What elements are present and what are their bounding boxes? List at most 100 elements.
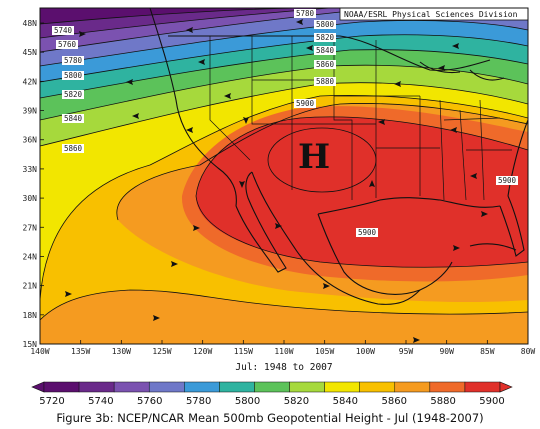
colorbar-tick-label: 5780 <box>186 396 211 407</box>
wind-arrow <box>243 117 249 124</box>
contour-label-text: 5860 <box>316 60 335 69</box>
contour-label-text: 5900 <box>296 99 315 108</box>
period-label: Jul: 1948 to 2007 <box>235 362 332 373</box>
wind-arrow <box>153 315 160 321</box>
lon-tick-label: 110W <box>274 347 293 356</box>
colorbar-tick-label: 5760 <box>137 396 162 407</box>
contour-label-text: 5860 <box>64 144 83 153</box>
wind-arrow <box>296 19 303 25</box>
wind-arrow <box>132 113 139 119</box>
political-boundaries <box>149 8 528 305</box>
wind-arrow <box>413 337 420 343</box>
contour-label-8: 5800 <box>314 20 336 29</box>
wind-arrow <box>470 173 477 179</box>
lon-tick-label: 105W <box>315 347 334 356</box>
wind-arrow <box>171 261 178 267</box>
wind-arrow <box>323 283 330 289</box>
lon-tick-label: 135W <box>71 347 90 356</box>
lon-tick-label: 80W <box>521 347 536 356</box>
colorbar-swatch <box>429 381 466 393</box>
lat-tick-label: 27N <box>23 223 38 232</box>
contour-label-4: 5820 <box>62 90 84 99</box>
contour-label-text: 5880 <box>316 77 335 86</box>
contour-label-text: 5740 <box>54 26 73 35</box>
longitude-axis: 140W 135W 130W 125W 120W 115W 110W 105W 100W 95W 9… <box>30 340 535 356</box>
contour-label-text: 5800 <box>316 20 335 29</box>
mexico-gulf-coast <box>317 213 453 295</box>
wind-arrow <box>438 65 445 71</box>
contour-label-text: 5780 <box>296 9 315 18</box>
colorbar-swatch <box>464 381 501 393</box>
contour-label-3: 5800 <box>62 71 84 80</box>
wind-arrow <box>79 31 86 37</box>
high-pressure-label: H <box>298 137 330 177</box>
wind-arrow <box>306 45 313 51</box>
wind-arrow <box>186 127 193 133</box>
wind-arrow <box>369 180 375 187</box>
contour-label-text: 5780 <box>64 56 83 65</box>
colorbar-max-arrow <box>499 381 513 393</box>
band-5900 <box>196 116 528 268</box>
lon-tick-label: 100W <box>356 347 375 356</box>
colorbar-swatch <box>219 381 255 393</box>
lon-tick-label: 85W <box>480 347 495 356</box>
lat-tick-label: 24N <box>23 252 38 261</box>
colorbar-swatch <box>148 381 185 393</box>
mexico-pacific-coast <box>251 171 421 305</box>
contour-label-1: 5760 <box>56 40 78 49</box>
colorbar-tick-label: 5880 <box>430 396 455 407</box>
contour-label-text: 5760 <box>58 40 77 49</box>
contour-label-6: 5860 <box>62 144 84 153</box>
contour-label-text: 5820 <box>316 33 335 42</box>
colorbar-swatch <box>184 381 220 393</box>
wind-arrow <box>193 225 200 231</box>
colorbar: 5720 5740 5760 5780 5800 5820 5840 5860 5880 5900 <box>31 381 513 407</box>
wind-arrow <box>224 93 231 99</box>
colorbar-swatch <box>324 381 360 393</box>
contour-labels: 5740 5760 5780 5800 5820 5840 5860 5780 … <box>52 9 518 237</box>
contour-label-5: 5840 <box>62 114 84 123</box>
lon-tick-label: 95W <box>399 347 414 356</box>
colorbar-tick-label: 5860 <box>381 396 406 407</box>
lat-tick-label: 15N <box>23 340 38 349</box>
lat-tick-label: 48N <box>23 19 38 28</box>
contour-label-15: 5900 <box>356 228 378 237</box>
lat-tick-label: 18N <box>23 311 38 320</box>
contour-label-9: 5820 <box>314 33 336 42</box>
lat-tick-label: 45N <box>23 48 38 57</box>
state-lines <box>209 36 512 201</box>
contour-label-7: 5780 <box>294 9 316 18</box>
colorbar-tick-label: 5740 <box>88 396 113 407</box>
lon-tick-label: 140W <box>30 347 49 356</box>
wind-arrow <box>186 27 193 33</box>
latitude-axis: 48N 45N 42N 39N 36N 33N 30N 27N 24N 21N 18N 15N <box>23 19 44 349</box>
lon-tick-label: 130W <box>112 347 131 356</box>
colorbar-swatch <box>78 381 115 393</box>
contour-label-text: 5900 <box>498 176 517 185</box>
credit-box: NOAA/ESRL Physical Sciences Division <box>339 7 529 21</box>
wind-arrow <box>394 81 401 87</box>
contour-label-14: 5900 <box>496 176 518 185</box>
wind-arrow <box>239 181 245 188</box>
contour-label-0: 5740 <box>52 26 74 35</box>
height-bands <box>40 8 528 344</box>
lat-tick-label: 30N <box>23 194 38 203</box>
baja-peninsula <box>235 171 287 273</box>
colorbar-tick-label: 5720 <box>39 396 64 407</box>
contour-label-11: 5860 <box>314 60 336 69</box>
lon-tick-label: 115W <box>234 347 253 356</box>
lat-tick-label: 36N <box>23 136 38 145</box>
canada-border <box>168 35 491 71</box>
colorbar-tick-label: 5840 <box>333 396 358 407</box>
colorbar-swatch <box>289 381 325 393</box>
contour-label-text: 5840 <box>316 46 335 55</box>
florida <box>499 195 525 257</box>
colorbar-swatch <box>254 381 290 393</box>
lat-tick-label: 42N <box>23 77 38 86</box>
wind-arrow <box>65 291 72 297</box>
contour-label-text: 5900 <box>358 228 377 237</box>
contour-label-2: 5780 <box>62 56 84 65</box>
contour-label-text: 5820 <box>64 90 83 99</box>
gulf-coast-us <box>317 197 501 215</box>
